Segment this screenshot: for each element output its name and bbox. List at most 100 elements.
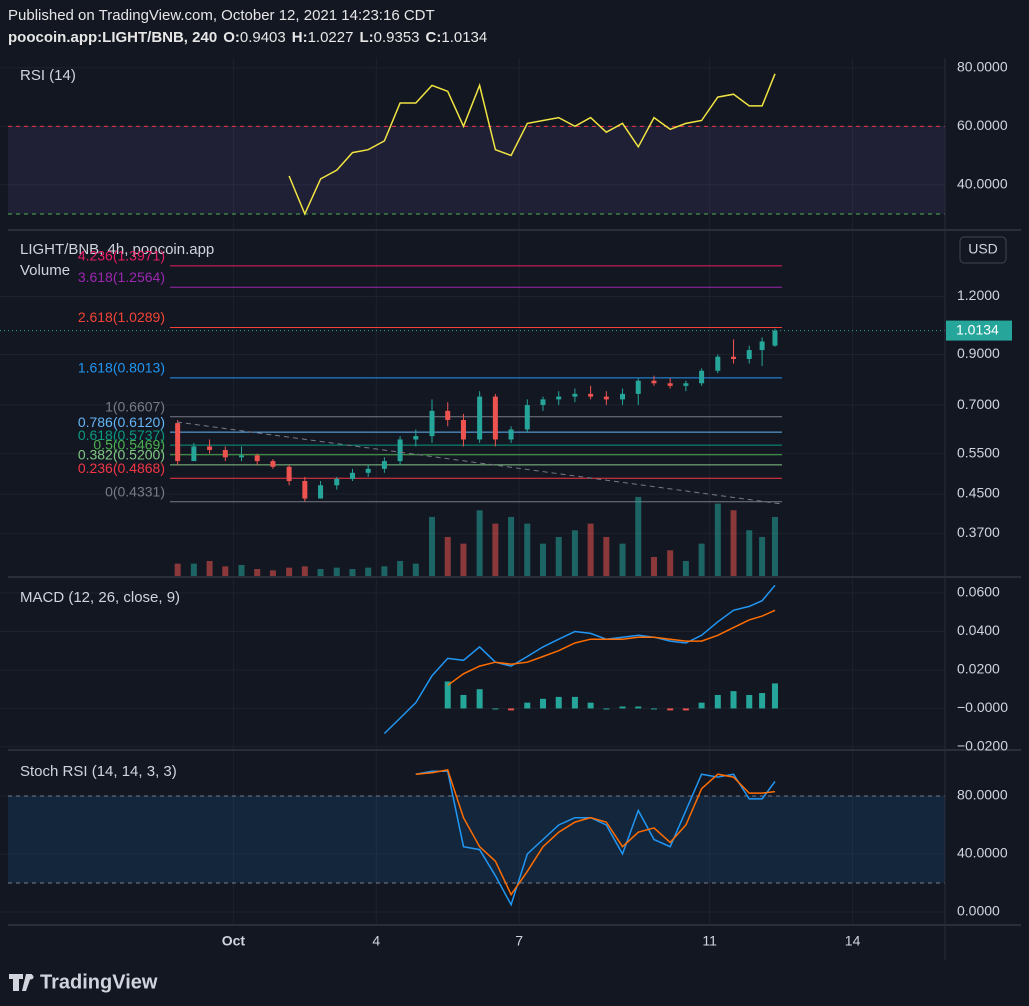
y-tick-label: 0.0200 (957, 661, 1000, 677)
currency-button[interactable] (959, 236, 1007, 264)
candle-body (524, 405, 530, 430)
histogram-bar (759, 693, 766, 709)
fib-label: 0.5(0.5469) (93, 436, 165, 452)
histogram-bar (714, 694, 721, 709)
volume-bar (714, 503, 721, 577)
volume-bar (349, 568, 356, 577)
candle-body (207, 446, 213, 450)
candle-body (286, 466, 292, 482)
candle-body (349, 472, 355, 479)
candle-body (635, 380, 641, 394)
y-tick-label: 0.4500 (957, 485, 1000, 501)
volume-bar (238, 564, 245, 577)
candle-body (270, 461, 276, 467)
histogram-bar (619, 706, 626, 709)
candle-body (683, 383, 689, 386)
x-tick-label: 4 (372, 933, 380, 949)
y-tick-label: −0.0000 (957, 699, 1008, 715)
mark-layer (0, 73, 945, 907)
volume-bar (698, 543, 705, 577)
candle-body (445, 410, 451, 420)
volume-bar (301, 566, 308, 577)
y-tick-label: 0.3700 (957, 524, 1000, 540)
fib-label: 0.786(0.6120) (78, 414, 165, 430)
histogram-bar (771, 683, 778, 709)
candle-body (699, 370, 705, 384)
rsi-title: RSI (14) (20, 67, 76, 84)
candle-body (540, 399, 546, 406)
histogram-bar (444, 681, 451, 709)
candle-body (588, 393, 594, 397)
candle-body (556, 396, 562, 400)
candle-body (175, 423, 181, 462)
candle-body (365, 468, 371, 473)
histogram-bar (460, 694, 467, 709)
volume-bar (254, 568, 261, 577)
volume-bar (555, 536, 562, 577)
volume-bar (397, 560, 404, 577)
volume-bar (222, 566, 229, 577)
currency[interactable]: USD (968, 241, 998, 257)
histogram-bar (524, 702, 531, 709)
candle-body (318, 485, 324, 499)
y-tick-label: 80.0000 (957, 787, 1008, 803)
volume-bar (286, 567, 293, 577)
ohlc-value: 1.0134 (441, 29, 487, 46)
histogram-bar (730, 691, 737, 709)
indicator-line (288, 73, 776, 216)
ohlc-label: C: (426, 29, 442, 46)
last-price-box (946, 320, 1012, 341)
ohlc-label: H: (292, 29, 308, 46)
ohlc: O:0.9403 H:1.0227 L:0.9353 C:1.0134 (223, 29, 487, 46)
volume-bar (492, 523, 499, 577)
y-tick-label: 0.5500 (957, 444, 1000, 460)
volume-bar (619, 543, 626, 577)
macd-title: MACD (12, 26, close, 9) (20, 589, 180, 606)
candle-body (254, 455, 260, 462)
ohlc-label: L: (359, 29, 373, 46)
candle-body (413, 436, 419, 440)
grid-layer (0, 58, 945, 925)
volume-bar (650, 556, 657, 577)
volume-bar (269, 570, 276, 577)
y-tick-label: 0.9000 (957, 345, 1000, 361)
fib-label: 2.618(1.0289) (78, 309, 165, 325)
volume-bar (730, 510, 737, 577)
volume-bar (667, 550, 674, 577)
fib-label: 0.382(0.5200) (78, 447, 165, 463)
candle-body (731, 356, 737, 359)
candle-body (772, 330, 778, 346)
histogram-bar (508, 708, 515, 711)
indicator-line (415, 769, 776, 897)
volume-bar (381, 566, 388, 577)
candle-body (429, 410, 435, 437)
candle-body (572, 393, 578, 397)
symbol: poocoin.app:LIGHT/BNB, 240 (8, 29, 217, 46)
candle-body (715, 356, 721, 371)
candle-body (508, 429, 514, 440)
fib-label: 1.618(0.8013) (78, 360, 165, 376)
volume-bar (746, 530, 753, 577)
stoch-title: Stoch RSI (14, 14, 3, 3) (20, 763, 177, 780)
candle-body (222, 449, 228, 458)
candle-body (651, 380, 657, 384)
volume-bar (412, 563, 419, 577)
candle-body (603, 396, 609, 400)
volume-bar (524, 523, 531, 577)
y-tick-label: 40.0000 (957, 175, 1008, 191)
price-title: LIGHT/BNB, 4h, poocoin.app (20, 241, 214, 258)
logo-dot (28, 974, 34, 980)
volume-bar (429, 516, 436, 577)
symbol-line: poocoin.app:LIGHT/BNB, 240 O:0.9403 H:1.02… (8, 29, 487, 46)
ohlc-value: 1.0227 (308, 29, 354, 46)
histogram-bar (587, 702, 594, 709)
x-tick-label: 11 (702, 933, 717, 949)
candle-body (620, 393, 626, 400)
candle-body (759, 341, 765, 351)
histogram-bar (682, 708, 689, 711)
last-price-label: 1.0134 (956, 321, 999, 337)
volume-bar (460, 543, 467, 577)
y-tick-label: 60.0000 (957, 117, 1008, 133)
candle-body (460, 419, 466, 440)
